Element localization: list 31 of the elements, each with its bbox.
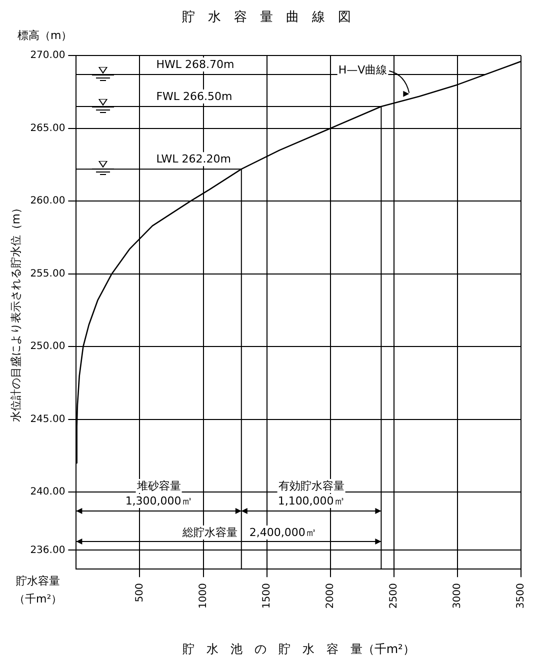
ref-line-label: FWL 266.50m bbox=[156, 90, 232, 103]
y-tick-label: 250.00 bbox=[30, 341, 66, 352]
y-tick-label: 240.00 bbox=[30, 486, 66, 498]
x-axis-title: 貯 水 池 の 貯 水 容 量（千m²） bbox=[182, 642, 415, 656]
annotation: 有効貯水容量 bbox=[278, 479, 344, 492]
y-tick-label: 260.00 bbox=[30, 196, 66, 207]
annotation: 2,400,000㎥ bbox=[249, 526, 316, 539]
annotation: 総貯水容量 bbox=[181, 526, 238, 539]
x-tick-label: 1000 bbox=[198, 583, 209, 609]
x-tick-label: 500 bbox=[134, 583, 146, 602]
ref-line-label: LWL 262.20m bbox=[156, 152, 232, 166]
y-tick-label: 270.00 bbox=[30, 50, 66, 62]
chart-title: 貯 水 容 量 曲 線 図 bbox=[182, 9, 351, 26]
y-axis-title: 水位計の目盛により表示される貯水位（m） bbox=[9, 202, 22, 422]
y-tick-label: 265.00 bbox=[30, 122, 66, 134]
annotation: 堆砂容量 bbox=[136, 479, 181, 492]
y-tick-label: 236.00 bbox=[30, 544, 66, 556]
y-tick-label: 255.00 bbox=[30, 268, 66, 280]
x-tick-label: 2500 bbox=[388, 583, 400, 609]
x-tick-label: 3500 bbox=[516, 583, 527, 609]
annotation: H—V曲線 bbox=[338, 64, 388, 77]
text: （千m²） bbox=[14, 592, 62, 606]
y-tick-label: 245.00 bbox=[30, 414, 66, 425]
text: 標高（m） bbox=[17, 28, 72, 42]
ref-line-label: HWL 268.70m bbox=[156, 58, 234, 71]
x-tick-label: 1500 bbox=[261, 583, 272, 609]
annotation: 1,100,000㎥ bbox=[278, 494, 345, 508]
x-tick-label: 2000 bbox=[324, 583, 336, 609]
text: 貯水容量 bbox=[16, 574, 60, 588]
x-tick-label: 3000 bbox=[452, 583, 464, 609]
annotation: 1,300,000㎥ bbox=[125, 494, 192, 508]
